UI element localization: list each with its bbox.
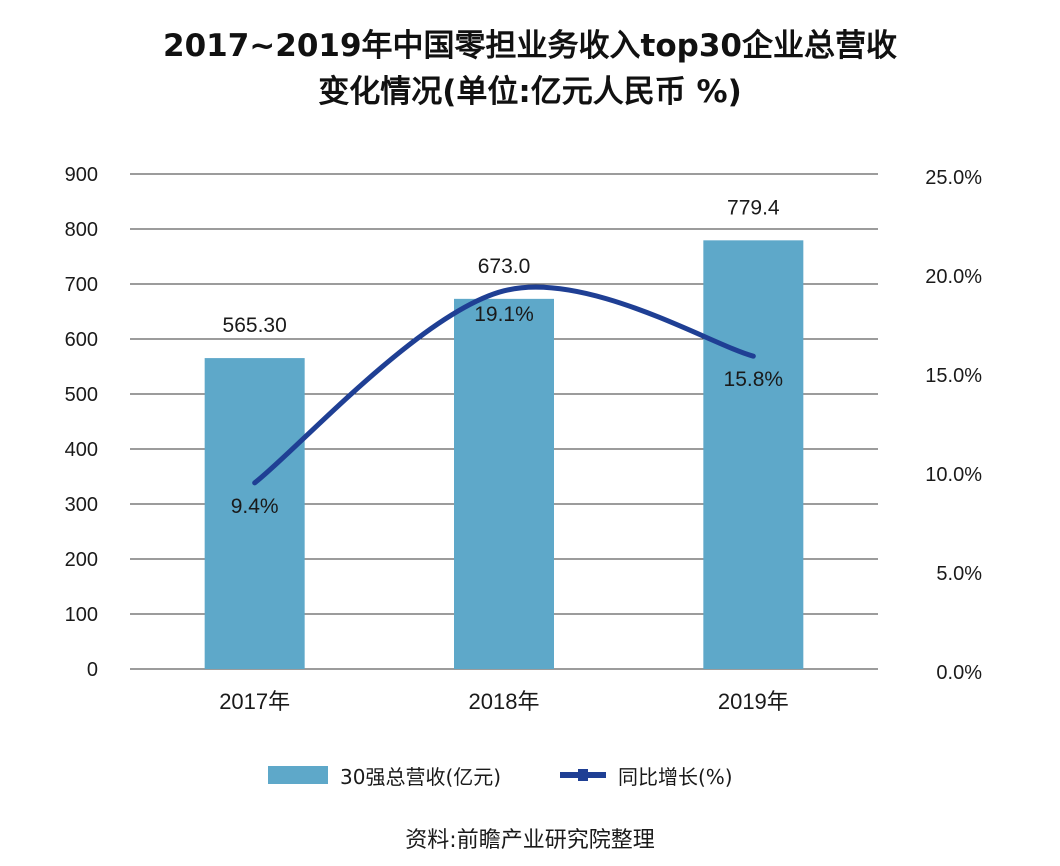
bar xyxy=(703,240,804,669)
y-right-tick-label: 0.0% xyxy=(936,662,982,684)
line-data-label: 9.4% xyxy=(231,495,279,518)
source-note: 资料:前瞻产业研究院整理 xyxy=(405,828,655,853)
y-left-tick-label: 0 xyxy=(87,659,98,681)
growth-line xyxy=(252,284,756,486)
y-left-tick-label: 200 xyxy=(65,549,98,571)
chart-title-line1: 2017~2019年中国零担业务收入top30企业总营收 xyxy=(163,28,897,64)
bar xyxy=(204,358,305,669)
bar-data-label: 673.0 xyxy=(478,255,531,278)
x-tick-label: 2017年 xyxy=(219,689,290,714)
bar-data-label: 565.30 xyxy=(223,314,287,337)
y-right-tick-label: 20.0% xyxy=(925,266,982,288)
y-left-tick-label: 400 xyxy=(65,439,98,461)
legend-item-growth: 同比增长(%) xyxy=(560,760,733,790)
y-left-tick-label: 500 xyxy=(65,384,98,406)
x-tick-label: 2018年 xyxy=(469,689,540,714)
y-left-tick-label: 600 xyxy=(65,329,98,351)
x-tick-label: 2019年 xyxy=(718,689,789,714)
line-data-label: 15.8% xyxy=(724,368,784,391)
y-right-tick-label: 5.0% xyxy=(936,563,982,585)
y-left-tick-label: 100 xyxy=(65,604,98,626)
legend-swatch-line xyxy=(560,769,606,781)
y-left-tick-label: 300 xyxy=(65,494,98,516)
legend-label-revenue: 30强总营收(亿元) xyxy=(340,764,502,789)
legend-swatch-bar xyxy=(268,766,328,784)
bar xyxy=(454,298,554,669)
y-right-tick-label: 25.0% xyxy=(925,167,982,189)
y-right-tick-label: 15.0% xyxy=(925,365,982,387)
chart-title-line2: 变化情况(单位:亿元人民币 %) xyxy=(318,74,742,110)
y-right-tick-label: 10.0% xyxy=(925,464,982,486)
chart-canvas: 0 100 200 300 400 500 600 700 800 900 0.0% 5.0% 10.0… xyxy=(65,164,983,714)
line-data-label: 19.1% xyxy=(474,303,534,326)
bar-data-label: 779.4 xyxy=(727,196,780,219)
y-left-tick-label: 700 xyxy=(65,274,98,296)
legend-item-revenue: 30强总营收(亿元) xyxy=(268,760,501,790)
y-left-tick-label: 900 xyxy=(65,164,98,186)
legend-label-growth: 同比增长(%) xyxy=(618,764,733,789)
y-left-tick-label: 800 xyxy=(65,219,98,241)
